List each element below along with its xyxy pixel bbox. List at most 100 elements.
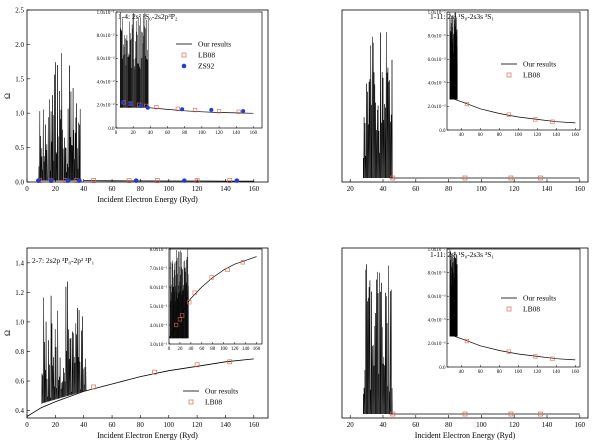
inset-x-tick-label: 100 <box>515 370 523 375</box>
inset-y-tick-label: 7.0x10⁻¹ <box>150 266 168 272</box>
point-lb08 <box>390 411 396 417</box>
point-zs92 <box>77 178 82 183</box>
legend-square-swatch <box>181 52 187 58</box>
y-tick-label: 0.0 <box>15 179 24 187</box>
inset-point-zs92 <box>209 107 214 112</box>
inset-series-our-results <box>454 335 576 361</box>
inset-point-lb08 <box>216 109 222 114</box>
legend-label: LB08 <box>205 398 222 407</box>
inset-resonance-spikes <box>169 249 189 339</box>
inset-x-tick-label: 60 <box>165 131 171 136</box>
inset-point-zs92 <box>128 101 133 106</box>
x-tick-label: 20 <box>347 421 355 429</box>
inset: 0 20 40 60 80 100 120 140 160 0.0 2.0x10⁻² 4.0x10⁻²… <box>97 10 263 136</box>
chart-title: 2-7: 2s2p ³P₀-2p² ³P₁ <box>32 256 95 265</box>
inset: 40 60 80 100 120 140 160 0.0 2.0x10⁻³ 4.0x10⁻³ 6.0… <box>428 247 581 375</box>
x-tick-label: 0 <box>25 421 29 429</box>
point-lb08 <box>194 178 200 183</box>
inset-series-our-results <box>148 107 254 114</box>
inset-resonance-spikes <box>120 12 149 108</box>
inset: 0 20 40 60 80 100 120 140 160 3.0x10⁻¹ 4.0x10⁻¹ 5.0… <box>150 247 263 352</box>
inset-y-tick-label: 1.0x10⁻² <box>428 247 446 253</box>
legend-label: LB08 <box>523 305 540 314</box>
legend-label: Our results <box>205 387 238 396</box>
inset-y-tick-label: 4.0x10⁻³ <box>428 81 446 87</box>
inset-x-tick-label: 60 <box>478 133 484 138</box>
inset-y-tick-label: 4.0x10⁻¹ <box>150 323 168 329</box>
point-lb08 <box>91 384 96 390</box>
x-tick-label: 140 <box>220 421 231 429</box>
inset-point-lb08 <box>225 267 230 273</box>
y-tick-label: 1.2 <box>15 289 24 297</box>
point-lb08 <box>227 359 233 365</box>
x-tick-label: 80 <box>137 185 145 193</box>
inset-x-tick-label: 80 <box>497 133 503 138</box>
point-lb08 <box>91 178 96 183</box>
inset-series-our-results <box>454 98 576 124</box>
inset-point-lb08 <box>236 109 241 114</box>
inset-point-lb08 <box>533 117 538 122</box>
inset-point-lb08 <box>533 354 538 359</box>
inset-x-tick-label: 40 <box>188 347 194 352</box>
x-axis-label: Incident Electron Energy (Ryd) <box>97 431 198 440</box>
y-tick-label: 1.0 <box>15 110 24 118</box>
legend: Our results LB08 <box>501 60 556 80</box>
point-zs92 <box>36 178 41 183</box>
x-tick-label: 40 <box>80 421 88 429</box>
inset-y-tick-label: 0.0 <box>439 366 446 371</box>
inset-point-zs92 <box>180 107 185 112</box>
inset-point-lb08 <box>187 300 192 305</box>
y-tick-label: 1.4 <box>15 259 24 267</box>
inset-point-lb08 <box>240 260 245 265</box>
point-lb08 <box>538 175 543 181</box>
inset-point-lb08 <box>209 275 214 280</box>
legend-circle-swatch <box>181 63 187 69</box>
inset-y-tick-label: 2.0x10⁻² <box>97 103 115 109</box>
point-lb08 <box>508 175 514 181</box>
x-axis-label: Incident Electron Energy (Ryd) <box>97 195 198 204</box>
chart-title: 1-4: 2s² ¹S₀-2s2p³P₂ <box>118 12 178 21</box>
inset-y-tick-label: 8.0x10⁻³ <box>428 270 446 276</box>
point-lb08 <box>462 175 468 181</box>
y-tick-label: 0.5 <box>15 144 24 152</box>
inset-x-tick-label: 80 <box>182 131 188 136</box>
inset-x-tick-label: 60 <box>199 347 205 352</box>
point-lb08 <box>126 178 132 183</box>
inset-x-tick-label: 100 <box>220 347 228 352</box>
x-axis-label: Incident Electron Energy (Ryd) <box>415 431 516 440</box>
series-our-results <box>26 358 254 417</box>
x-tick-label: 60 <box>109 421 117 429</box>
x-tick-label: 100 <box>476 185 487 193</box>
inset-y-tick-label: 8.0x10⁻³ <box>428 33 446 39</box>
x-tick-label: 40 <box>80 185 88 193</box>
legend-label: Our results <box>198 40 231 49</box>
x-tick-label: 60 <box>109 185 117 193</box>
x-tick-label: 160 <box>575 185 586 193</box>
point-lb08 <box>508 411 514 417</box>
inset-x-tick-label: 140 <box>242 347 250 352</box>
inset-y-tick-label: 6.0x10⁻³ <box>428 294 446 300</box>
x-tick-label: 80 <box>445 421 453 429</box>
inset-point-lb08 <box>192 290 197 295</box>
inset-point-lb08 <box>174 322 179 328</box>
inset-y-tick-label: 2.0x10⁻³ <box>428 104 446 110</box>
inset-point-lb08 <box>464 101 470 107</box>
point-lb08 <box>152 369 157 375</box>
plot-frame <box>341 247 589 419</box>
inset-x-tick-label: 120 <box>231 347 239 352</box>
inset-y-tick-label: 1.0x10⁻¹ <box>97 10 115 16</box>
inset-x-tick-label: 160 <box>253 347 261 352</box>
legend-square-swatch <box>506 306 512 312</box>
y-tick-label: 2.0 <box>15 41 24 49</box>
inset-x-tick-label: 20 <box>131 131 137 136</box>
inset-point-lb08 <box>177 317 183 322</box>
inset-point-lb08 <box>154 105 159 110</box>
legend-label: Our results <box>523 294 556 303</box>
inset-point-zs92 <box>120 100 125 105</box>
inset-point-lb08 <box>506 112 511 117</box>
point-lb08 <box>390 175 396 181</box>
y-tick-label: 2.5 <box>15 7 24 15</box>
x-tick-label: 140 <box>542 185 553 193</box>
point-lb08 <box>194 362 200 368</box>
chart-title: 1-11: 2s² ¹S₀-2s3s ³S₁ <box>430 250 494 259</box>
